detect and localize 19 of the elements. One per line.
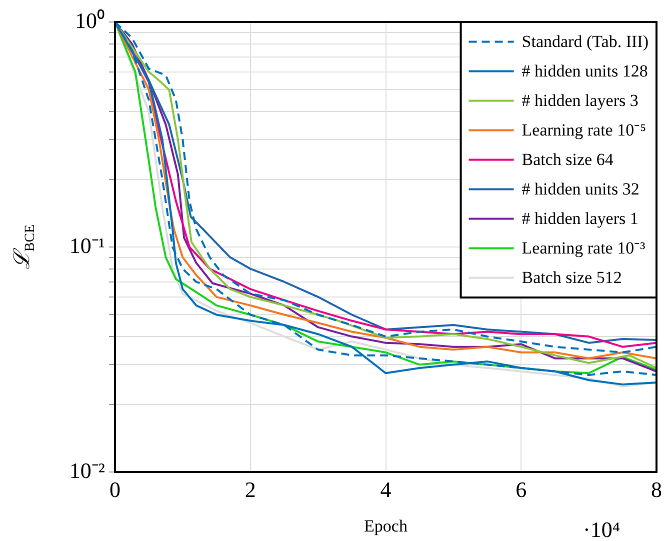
legend-label: Batch size 64 <box>522 150 614 170</box>
y-tick-label: 10⁻² <box>69 458 106 483</box>
legend-label: Learning rate 10⁻⁵ <box>522 120 646 140</box>
legend-label: # hidden layers 3 <box>522 91 638 110</box>
y-tick-label: 10⁻¹ <box>69 232 105 258</box>
x-tick-label: 4 <box>380 476 392 502</box>
text: ·10⁴ <box>583 517 620 541</box>
legend-label: # hidden layers 1 <box>522 209 638 228</box>
x-tick-label: 8 <box>651 476 662 502</box>
x-axis-title: Epoch <box>364 516 408 536</box>
legend-label: # hidden units 32 <box>522 180 640 199</box>
x-tick-label: 0 <box>110 476 120 502</box>
y-tick-label: 10⁰ <box>75 8 105 33</box>
legend-label: Standard (Tab. III) <box>522 32 649 52</box>
legend-label: Learning rate 10⁻³ <box>522 238 646 258</box>
x-tick-label: 2 <box>244 476 256 502</box>
legend-label: # hidden units 128 <box>522 62 648 81</box>
x-tick-label: 6 <box>516 476 527 502</box>
legend-label: Batch size 512 <box>522 268 622 288</box>
